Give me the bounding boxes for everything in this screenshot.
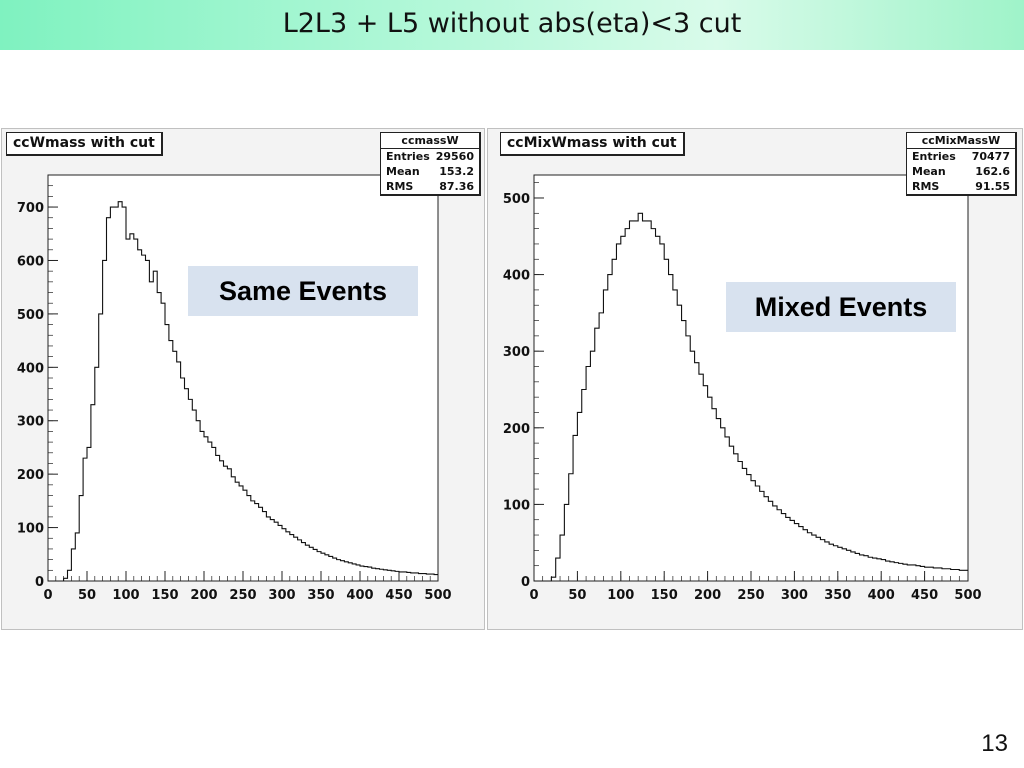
stats-rms-row: RMS 91.55 — [907, 179, 1015, 194]
histogram-plot-mixed: 0 100 200 300 400 500 0 50 100 150 200 250 300 350 400… — [503, 174, 982, 603]
stats-name: ccmassW — [381, 133, 479, 149]
stats-box: ccmassW Entries 29560 Mean 153.2 RMS 87.36 — [380, 132, 481, 196]
y-tick-label: 0 — [35, 575, 44, 590]
stats-entries-row: Entries 70477 — [907, 149, 1015, 164]
x-tick-label: 300 — [268, 588, 295, 603]
stats-mean-value: 153.2 — [439, 165, 474, 178]
x-tick-label: 400 — [346, 588, 373, 603]
y-tick-label: 300 — [17, 415, 44, 430]
x-tick-label: 250 — [229, 588, 256, 603]
x-tick-label: 300 — [781, 588, 808, 603]
histogram-canvas-mixed: 0 100 200 300 400 500 0 50 100 150 200 250 300 350 400… — [487, 128, 1023, 630]
x-tick-label: 450 — [911, 588, 938, 603]
stats-rms-row: RMS 87.36 — [381, 179, 479, 194]
x-tick-label: 200 — [190, 588, 217, 603]
stats-rms-value: 91.55 — [975, 180, 1010, 193]
slide-title: L2L3 + L5 without abs(eta)<3 cut — [282, 8, 742, 39]
y-tick-label: 300 — [503, 345, 530, 360]
stats-mean-label: Mean — [386, 165, 420, 178]
x-tick-label: 100 — [607, 588, 634, 603]
page-number: 13 — [981, 730, 1008, 757]
stats-mean-value: 162.6 — [975, 165, 1010, 178]
mixed-events-label: Mixed Events — [726, 282, 956, 332]
x-tick-label: 350 — [307, 588, 334, 603]
x-tick-label: 250 — [737, 588, 764, 603]
stats-box: ccMixMassW Entries 70477 Mean 162.6 RMS 91.… — [906, 132, 1017, 196]
x-tick-label: 150 — [651, 588, 678, 603]
histogram-canvas-same: 0 100 200 300 400 500 600 700 0 50 100 150 200 250 300… — [1, 128, 485, 630]
stats-entries-value: 70477 — [971, 150, 1010, 163]
y-tick-label: 500 — [503, 192, 530, 207]
y-tick-label: 600 — [17, 254, 44, 269]
stats-entries-label: Entries — [912, 150, 956, 163]
y-tick-label: 500 — [17, 308, 44, 323]
y-tick-label: 0 — [521, 575, 530, 590]
y-tick-label: 200 — [17, 468, 44, 483]
y-tick-label: 100 — [17, 522, 44, 537]
y-tick-label: 400 — [503, 269, 530, 284]
y-tick-label: 200 — [503, 422, 530, 437]
title-bar — [0, 0, 1024, 50]
x-tick-label: 500 — [954, 588, 981, 603]
x-tick-label: 0 — [43, 588, 52, 603]
histogram-series-line — [534, 212, 968, 582]
x-tick-label: 50 — [568, 588, 586, 603]
x-tick-label: 150 — [151, 588, 178, 603]
x-tick-label: 100 — [112, 588, 139, 603]
y-tick-label: 100 — [503, 498, 530, 513]
x-tick-label: 350 — [824, 588, 851, 603]
stats-entries-value: 29560 — [435, 150, 474, 163]
x-tick-label: 450 — [385, 588, 412, 603]
x-tick-label: 50 — [78, 588, 96, 603]
stats-rms-label: RMS — [912, 180, 940, 193]
x-tick-label: 200 — [694, 588, 721, 603]
stats-rms-value: 87.36 — [439, 180, 474, 193]
x-tick-label: 500 — [424, 588, 451, 603]
plot-frame — [533, 174, 969, 582]
stats-rms-label: RMS — [386, 180, 414, 193]
stats-entries-row: Entries 29560 — [381, 149, 479, 164]
y-tick-label: 400 — [17, 361, 44, 376]
stats-entries-label: Entries — [386, 150, 430, 163]
same-events-label: Same Events — [188, 266, 418, 316]
histogram-series-line — [48, 201, 438, 582]
y-tick-label: 700 — [17, 201, 44, 216]
histogram-title: ccWmass with cut — [6, 132, 163, 156]
histogram-title: ccMixWmass with cut — [500, 132, 685, 156]
stats-mean-label: Mean — [912, 165, 946, 178]
stats-mean-row: Mean 162.6 — [907, 164, 1015, 179]
plot-frame — [47, 174, 439, 582]
histogram-plot-same: 0 100 200 300 400 500 600 700 0 50 100 150 200 250 300… — [17, 174, 452, 603]
x-tick-label: 400 — [868, 588, 895, 603]
stats-name: ccMixMassW — [907, 133, 1015, 149]
x-tick-label: 0 — [529, 588, 538, 603]
stats-mean-row: Mean 153.2 — [381, 164, 479, 179]
